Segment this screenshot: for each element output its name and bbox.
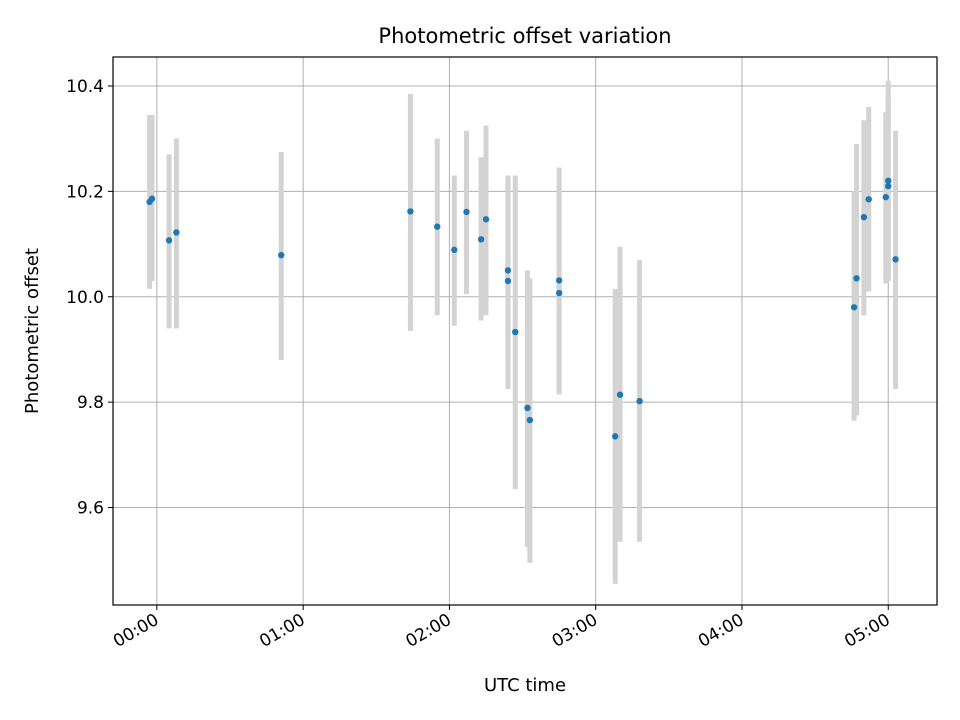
y-tick-label: 9.8 [77, 393, 104, 413]
data-point [504, 267, 512, 274]
data-point [278, 251, 285, 259]
data-point [173, 229, 180, 236]
y-axis: 9.6 9.8 10.0 10.2 10.4 [66, 77, 113, 519]
y-tick-label: 10.0 [66, 288, 104, 308]
chart-title: Photometric offset variation [378, 24, 671, 48]
data-point [865, 196, 872, 203]
y-tick-label: 9.6 [77, 499, 104, 519]
data-point [407, 208, 414, 215]
data-point [165, 237, 173, 244]
data-point [612, 433, 619, 440]
data-point [860, 213, 868, 221]
data-point [451, 246, 458, 254]
plot-frame [112, 56, 938, 606]
data-point [555, 277, 563, 284]
y-axis-label: Photometric offset [22, 248, 43, 414]
data-point [512, 328, 519, 336]
data-point [850, 304, 858, 311]
data-point [524, 404, 531, 412]
x-axis-label: UTC time [484, 675, 566, 696]
data-point [463, 208, 470, 216]
y-tick-label: 10.2 [66, 182, 104, 202]
data-points [146, 177, 899, 440]
data-point [526, 416, 534, 424]
data-point [482, 216, 490, 223]
data-point [636, 397, 643, 405]
data-point [148, 195, 156, 202]
data-point [555, 289, 563, 297]
data-point [885, 182, 892, 190]
y-tick-label: 10.4 [66, 77, 104, 97]
data-point [882, 193, 890, 201]
data-point [892, 256, 899, 263]
data-point [853, 275, 860, 282]
data-point [477, 236, 485, 243]
data-point [504, 277, 512, 285]
data-point [616, 391, 624, 398]
data-point [434, 223, 441, 230]
data-point [885, 177, 892, 185]
